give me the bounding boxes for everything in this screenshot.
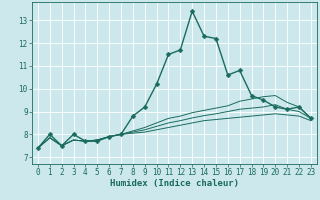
X-axis label: Humidex (Indice chaleur): Humidex (Indice chaleur) — [110, 179, 239, 188]
